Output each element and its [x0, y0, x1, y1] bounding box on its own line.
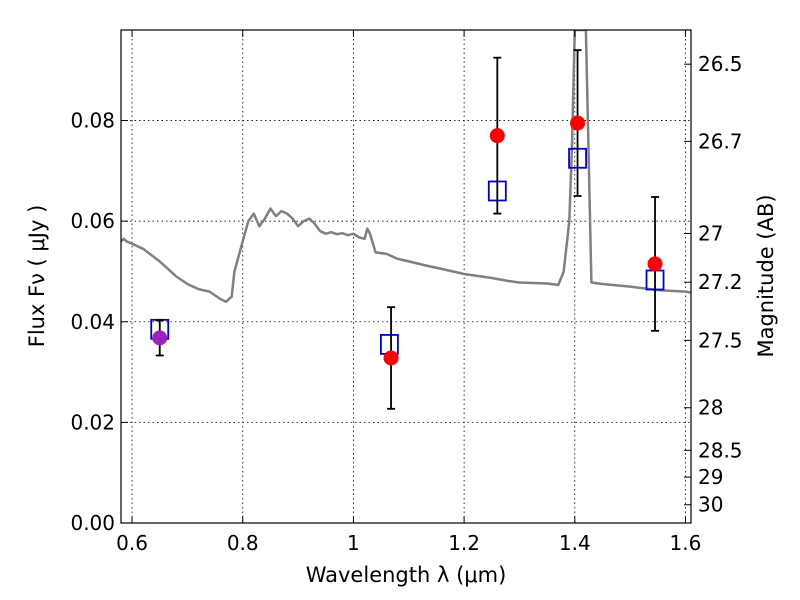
axis-ticks: [121, 30, 691, 524]
y2-tick-label: 27: [698, 222, 723, 246]
y-tick-label: 0.04: [70, 310, 115, 334]
model-sed-line: [121, 30, 691, 303]
x-tick-label: 0.8: [227, 531, 259, 555]
y2-axis-title: Magnitude (AB): [754, 194, 778, 357]
y-tick-label: 0.08: [70, 109, 115, 133]
x-axis-title: Wavelength λ (μm): [306, 563, 507, 587]
x-tick-label: 1.4: [559, 531, 591, 555]
observed-point: [383, 350, 399, 366]
y2-tick-label: 27.2: [698, 270, 743, 294]
plot-frame: [120, 29, 692, 524]
observed-point: [489, 128, 505, 144]
y2-tick-label: 28: [698, 396, 723, 420]
x-tick-label: 1.2: [448, 531, 480, 555]
x-tick-label: 1: [347, 531, 360, 555]
y2-tick-label: 28.5: [698, 438, 743, 462]
observed-markers: [152, 115, 663, 366]
y2-tick-label: 27.5: [698, 328, 743, 352]
observed-point: [647, 256, 663, 272]
y2-tick-label: 30: [698, 493, 723, 517]
y2-tick-label: 29: [698, 465, 723, 489]
x-tick-label: 1.6: [670, 531, 702, 555]
y-tick-label: 0.02: [70, 410, 115, 434]
x-tick-label: 0.6: [116, 531, 148, 555]
tick-labels: 0.6 0.8 1 1.2 1.4 1.6 0.00 0.02 0.04 0.06 0.08 26.5…: [70, 52, 742, 555]
observed-point: [570, 115, 586, 131]
y2-tick-label: 26.5: [698, 52, 743, 76]
observed-point: [152, 330, 168, 346]
y-tick-label: 0.00: [70, 511, 115, 535]
y-axis-title: Flux Fν ( μJy ): [25, 205, 49, 348]
y2-tick-label: 26.7: [698, 129, 743, 153]
plot-background: [121, 30, 691, 523]
y-tick-label: 0.06: [70, 209, 115, 233]
